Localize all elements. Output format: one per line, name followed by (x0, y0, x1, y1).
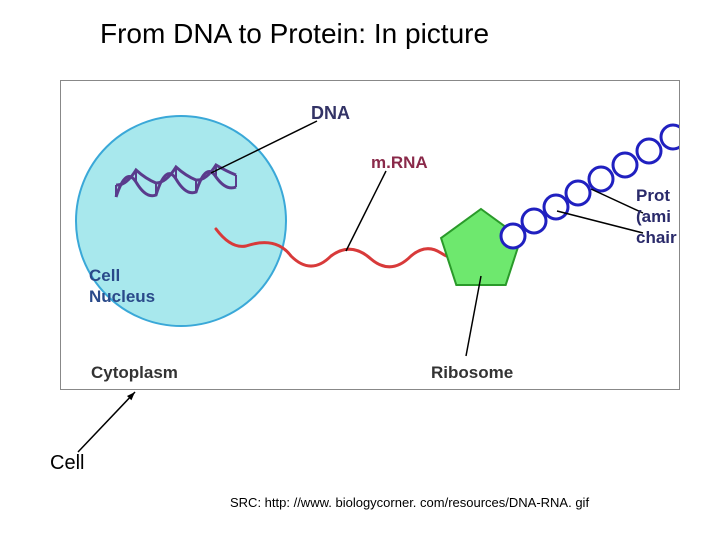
diagram-svg: DNA m.RNA Ribosome Cell Nucleus Cytoplasm Prot… (61, 81, 680, 390)
cell-arrow-line (78, 392, 135, 452)
page-title: From DNA to Protein: In picture (100, 18, 489, 50)
cytoplasm-label: Cytoplasm (91, 363, 178, 382)
cell-arrow-head (127, 392, 135, 400)
protein-label-2: (ami (636, 207, 671, 226)
nucleus-label-2: Nucleus (89, 287, 155, 306)
pointer-line (346, 171, 386, 251)
protein-bead (661, 125, 680, 149)
diagram-container: DNA m.RNA Ribosome Cell Nucleus Cytoplasm Prot… (60, 80, 680, 390)
protein-bead (501, 224, 525, 248)
source-text: SRC: http: //www. biologycorner. com/res… (230, 495, 589, 510)
pointer-line (466, 276, 481, 356)
mrna-label: m.RNA (371, 153, 428, 172)
protein-bead (637, 139, 661, 163)
pointer-line (557, 211, 643, 233)
protein-bead (544, 195, 568, 219)
protein-label-3: chair (636, 228, 677, 247)
protein-label-1: Prot (636, 186, 670, 205)
ribosome-label: Ribosome (431, 363, 513, 382)
protein-bead (522, 209, 546, 233)
dna-label: DNA (311, 103, 350, 123)
protein-bead (613, 153, 637, 177)
cell-label: Cell (50, 452, 84, 475)
nucleus-label-1: Cell (89, 266, 120, 285)
protein-bead (589, 167, 613, 191)
protein-bead (566, 181, 590, 205)
